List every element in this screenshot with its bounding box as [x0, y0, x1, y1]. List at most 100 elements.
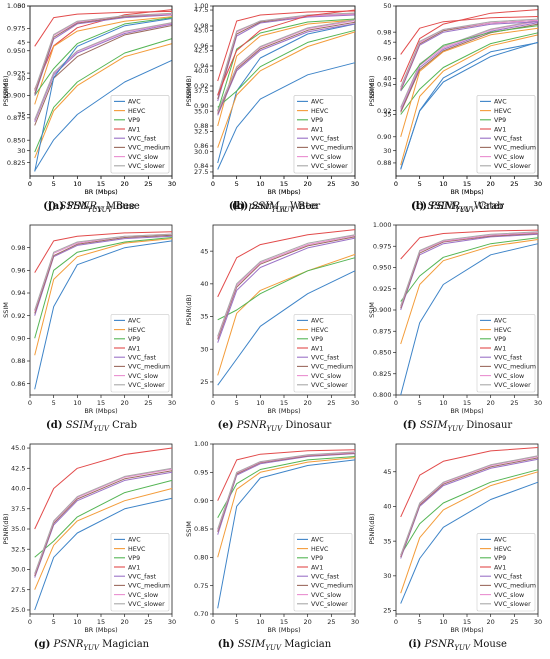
- series-line-av1: [217, 10, 356, 82]
- legend-label: HEVC: [494, 327, 512, 334]
- series-line-vvc-slower: [34, 467, 173, 574]
- legend-label: AVC: [494, 537, 507, 544]
- caption-sequence: Dinosaur: [285, 420, 332, 431]
- series-line-vvc-fast: [217, 237, 356, 343]
- y-tick-label: 0.950: [373, 264, 392, 272]
- legend-label: VVC_slow: [128, 373, 158, 380]
- legend-label: HEVC: [311, 327, 329, 334]
- x-tick-label: 10: [73, 399, 81, 407]
- x-tick-label: 0: [211, 399, 215, 407]
- series-line-vp9: [34, 237, 173, 339]
- line-chart: 0 5 10 15 20 25 30 0.800 0.825 0.850 0.875 0.900 0.9…: [368, 221, 542, 415]
- caption-sequence: Crab: [112, 420, 137, 431]
- x-axis-label: BR (Mbps): [84, 188, 117, 196]
- y-tick-label: 30: [383, 147, 391, 155]
- caption-subscript: YUV: [454, 644, 470, 652]
- series-line-hevc: [34, 43, 173, 159]
- legend-label: VVC_medium: [128, 583, 170, 590]
- figure-caption: (l) SSIMYUV Water: [366, 201, 549, 214]
- y-tick-label: 0.98: [194, 22, 208, 30]
- x-tick-label: 15: [280, 399, 288, 407]
- legend-label: VVC_fast: [494, 355, 523, 362]
- y-tick-label: 1.00: [194, 2, 208, 10]
- series-line-vvc-fast: [34, 14, 173, 96]
- caption-metric: SSIM: [59, 201, 88, 212]
- x-tick-label: 25: [327, 618, 335, 626]
- legend-label: VVC_fast: [128, 355, 157, 362]
- chart-panel: 0 5 10 15 20 25 30 0.86 0.88 0.90 0.92 0.94 0.96 0.98…: [0, 219, 183, 438]
- y-axis-label: PSNR(dB): [368, 75, 376, 106]
- figure-caption: (j) SSIMYUV Mouse: [0, 201, 183, 214]
- legend-label: VVC_fast: [128, 136, 157, 143]
- y-axis-label: PSNR(dB): [2, 513, 10, 544]
- y-tick-label: 40: [383, 503, 391, 511]
- y-tick-label: 1.00: [194, 440, 208, 448]
- figure-caption: (c) PSNRYUV Crab: [366, 201, 549, 214]
- legend-label: VP9: [494, 555, 506, 562]
- series-line-vvc-slower: [217, 451, 356, 530]
- series-line-vp9: [34, 479, 173, 558]
- x-tick-label: 10: [439, 399, 447, 407]
- series-line-hevc: [34, 16, 173, 105]
- y-tick-label: 30: [200, 345, 208, 353]
- series-line-vvc-slower: [217, 19, 356, 112]
- y-tick-label: 0.850: [7, 136, 26, 144]
- caption-sequence: Mouse: [473, 639, 507, 650]
- legend-label: AV1: [128, 126, 140, 133]
- series-line-av1: [400, 9, 539, 83]
- series-line-hevc: [217, 31, 356, 148]
- series-line-avc: [34, 497, 173, 611]
- legend-label: VVC_medium: [128, 145, 170, 152]
- x-tick-label: 20: [121, 180, 129, 188]
- legend-label: AVC: [128, 537, 141, 544]
- x-tick-label: 15: [463, 399, 471, 407]
- y-tick-label: 1.000: [7, 2, 26, 10]
- series-line-hevc: [400, 239, 539, 345]
- chart-panel: 0 5 10 15 20 25 30 0.70 0.75 0.80 0.85 0.90 0.95 1.00…: [183, 438, 366, 657]
- legend-label: AV1: [494, 345, 506, 352]
- x-axis-label: BR (Mbps): [84, 626, 117, 634]
- caption-tag: (l): [410, 201, 425, 212]
- series-line-vvc-slower: [34, 12, 173, 91]
- x-tick-label: 10: [73, 180, 81, 188]
- series-line-vvc-medium: [217, 21, 356, 114]
- legend-box: [476, 533, 536, 612]
- series-line-vvc-slow: [400, 232, 539, 307]
- x-tick-label: 25: [144, 618, 152, 626]
- x-tick-label: 10: [73, 618, 81, 626]
- y-tick-label: 0.88: [11, 357, 25, 365]
- x-tick-label: 30: [351, 399, 359, 407]
- chart-panel: 0 5 10 15 20 25 30 0.825 0.850 0.875 0.900 0.925 0.9…: [0, 0, 183, 219]
- y-tick-label: 0.925: [373, 285, 392, 293]
- chart-panel: 0 5 10 15 20 25 30 0.800 0.825 0.850 0.875 0.900 0.9…: [366, 219, 549, 438]
- legend-label: VP9: [494, 336, 506, 343]
- y-tick-label: 0.85: [194, 525, 208, 533]
- x-tick-label: 5: [235, 618, 239, 626]
- y-tick-label: 0.875: [7, 114, 26, 122]
- x-tick-label: 30: [168, 180, 176, 188]
- figure-caption: (b) SSIMYUV Bee: [183, 201, 366, 214]
- series-line-vvc-slow: [34, 233, 173, 312]
- line-chart: 0 5 10 15 20 25 30 0.86 0.88 0.90 0.92 0.94 0.96 0.98…: [2, 224, 176, 415]
- legend-label: VVC_slower: [494, 601, 531, 608]
- caption-metric: PSNR: [53, 639, 84, 650]
- caption-sequence: Mouse: [106, 201, 140, 212]
- legend-label: AV1: [494, 126, 506, 133]
- legend-label: VVC_slower: [311, 601, 348, 608]
- x-tick-label: 0: [211, 180, 215, 188]
- y-tick-label: 40: [200, 280, 208, 288]
- legend-label: VP9: [128, 336, 140, 343]
- y-tick-label: 25: [200, 378, 208, 386]
- x-tick-label: 0: [28, 618, 32, 626]
- legend-label: VVC_medium: [311, 364, 353, 371]
- y-axis-label: SSIM: [2, 302, 10, 318]
- x-tick-label: 20: [487, 180, 495, 188]
- x-tick-label: 0: [28, 399, 32, 407]
- y-tick-label: 45.0: [11, 444, 25, 452]
- caption-tag: (d): [46, 420, 63, 431]
- caption-metric: SSIM: [419, 420, 448, 431]
- legend-box: [476, 314, 536, 393]
- y-tick-label: 0.850: [373, 349, 392, 357]
- legend-label: VVC_medium: [494, 145, 536, 152]
- chart-panel: 0 5 10 15 20 25 30 25.0 27.5 30.0 32.5 35.0 37.5 40.0…: [0, 438, 183, 657]
